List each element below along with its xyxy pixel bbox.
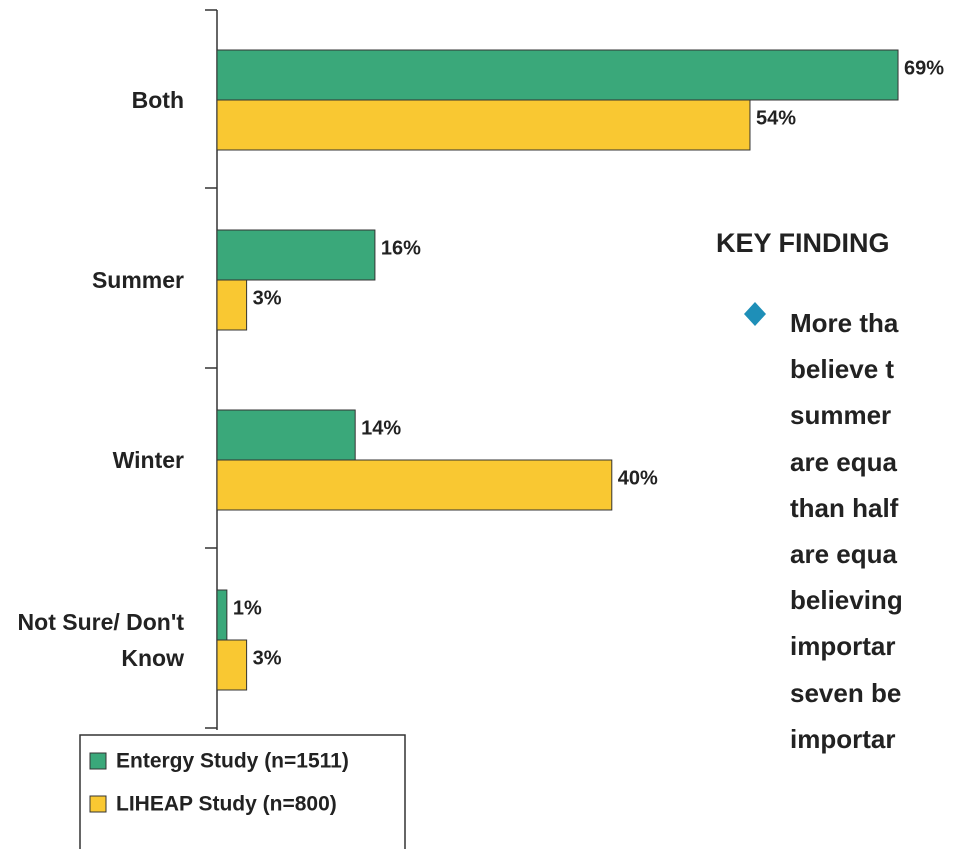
bar [216,589,228,641]
key-finding-line: importar [790,723,896,754]
legend-swatch [89,752,107,770]
value-label: 54% [756,107,796,129]
value-label: 40% [618,467,658,489]
key-finding-heading: KEY FINDING [716,228,890,258]
value-label: 69% [904,57,944,79]
key-finding-line: are equa [790,539,897,569]
bar [216,99,751,151]
value-label: 1% [233,597,262,619]
category-label: Summer [91,267,184,293]
value-label: 16% [381,237,421,259]
bar [216,639,248,691]
bar [216,409,356,461]
key-finding-line: are equa [790,446,897,477]
bar [216,459,613,511]
key-finding-line: believe t [790,354,895,385]
legend-swatch [89,795,107,813]
legend-label: Entergy Study (n=1511) [116,750,349,773]
key-finding-line: seven be [790,677,902,708]
category-label: Not Sure/ Don't Know [17,609,184,671]
key-finding-line: importar [790,631,896,662]
value-label: 3% [253,647,282,669]
category-label: Both [131,87,184,113]
value-label: 3% [253,287,282,309]
category-label: Winter [112,447,184,473]
key-finding-line: summer [790,400,892,431]
bullet-diamond [744,302,766,326]
legend-box [79,734,406,849]
legend-label: LIHEAP Study (n=800) [116,793,337,816]
value-label: 14% [361,417,401,439]
bar [216,229,376,281]
key-finding-line: More tha [790,308,899,338]
bar [216,279,248,331]
bar [216,49,899,101]
key-finding-line: believing [790,585,903,616]
key-finding-line: than half [790,492,899,523]
